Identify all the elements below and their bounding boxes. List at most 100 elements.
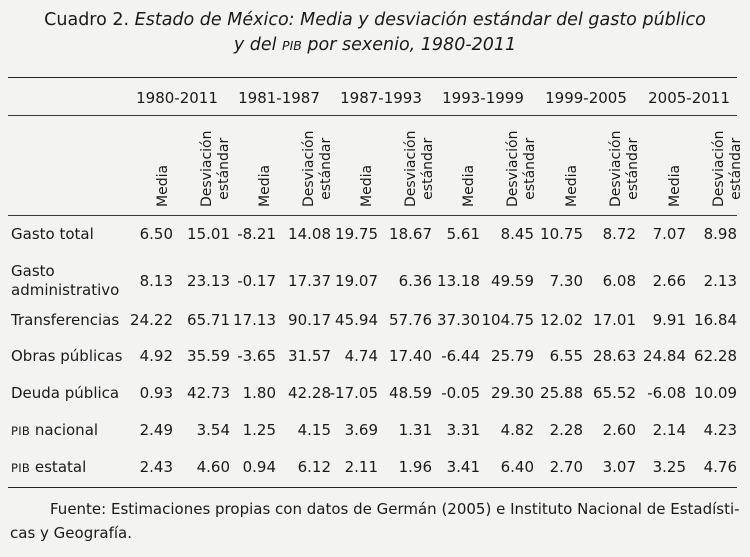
table-cell: 6.36 <box>398 272 432 290</box>
media-header-line: Media <box>257 164 273 207</box>
table-cell: 3.25 <box>652 458 686 476</box>
table-cell: -3.65 <box>237 347 276 365</box>
table-cell: 31.57 <box>288 347 331 365</box>
period-header: 1981-1987 <box>238 89 320 107</box>
table-cell: 5.61 <box>446 225 480 243</box>
table-cell: 8.98 <box>703 225 737 243</box>
table-cell: 104.75 <box>481 311 535 329</box>
title-italic-1: Estado de México: Media y desviación est… <box>134 10 706 30</box>
title-prefix: Cuadro 2. <box>44 10 130 30</box>
title-line2-b: por sexenio, 1980-2011 <box>301 35 517 55</box>
table-cell: 19.07 <box>335 272 378 290</box>
media-header-text: Media <box>667 165 684 207</box>
table-cell: 9.91 <box>652 311 686 329</box>
row-label-rest: estatal <box>30 458 87 476</box>
table-cell: 62.28 <box>694 347 737 365</box>
table-cell: 65.71 <box>187 311 230 329</box>
table-cell: 4.15 <box>297 421 331 439</box>
media-header-text: Media <box>359 165 376 207</box>
media-header: Media <box>334 113 384 213</box>
table-cell: 57.76 <box>389 311 432 329</box>
table-cell: 2.60 <box>602 421 636 439</box>
table-cell: 37.30 <box>437 311 480 329</box>
table-cell: 45.94 <box>335 311 378 329</box>
stddev-header-line-1: Desviación <box>199 130 215 207</box>
table-cell: 25.88 <box>540 384 583 402</box>
media-header: Media <box>539 113 589 213</box>
title-line-1: Cuadro 2. Estado de México: Media y desv… <box>0 8 750 33</box>
row-label: Deuda pública <box>11 384 120 402</box>
table-cell: 65.52 <box>593 384 636 402</box>
table-cell: 24.84 <box>643 347 686 365</box>
bottom-rule <box>8 487 737 488</box>
table-cell: 0.93 <box>139 384 173 402</box>
table-cell: 17.40 <box>389 347 432 365</box>
media-header: Media <box>232 113 282 213</box>
row-label: Gasto total <box>11 225 94 243</box>
table-cell: 4.74 <box>344 347 378 365</box>
title-line2-sc: PIB <box>282 38 302 53</box>
table-cell: -17.05 <box>329 384 378 402</box>
table-cell: 4.60 <box>196 458 230 476</box>
media-header: Media <box>642 113 692 213</box>
table-cell: 4.76 <box>703 458 737 476</box>
period-header: 2005-2011 <box>648 89 730 107</box>
stddev-header-line-2: estándar <box>318 137 334 200</box>
table-cell: 4.82 <box>500 421 534 439</box>
table-cell: 6.12 <box>297 458 331 476</box>
stddev-header-line-1: Desviación <box>608 130 624 207</box>
stddev-header-line-2: estándar <box>625 137 641 200</box>
table-cell: 90.17 <box>288 311 331 329</box>
table-cell: 10.09 <box>694 384 737 402</box>
table-cell: 2.70 <box>549 458 583 476</box>
stddev-header-line-1: Desviación <box>505 130 521 207</box>
title-line-2: y del PIB por sexenio, 1980-2011 <box>0 33 750 58</box>
period-header: 1987-1993 <box>340 89 422 107</box>
table-cell: 23.13 <box>187 272 230 290</box>
table-cell: 49.59 <box>491 272 534 290</box>
table-cell: 13.18 <box>437 272 480 290</box>
table-cell: 12.02 <box>540 311 583 329</box>
media-header-line: Media <box>667 164 683 207</box>
table-cell: 8.13 <box>139 272 173 290</box>
stddev-header-text: Desviación estándar <box>301 131 335 207</box>
table-cell: -8.21 <box>237 225 276 243</box>
media-header-text: Media <box>564 165 581 207</box>
media-header-text: Media <box>461 165 478 207</box>
table-cell: 2.13 <box>703 272 737 290</box>
stddev-header: Desviación estándar <box>583 113 641 213</box>
table-cell: 24.22 <box>130 311 173 329</box>
table-cell: 29.30 <box>491 384 534 402</box>
table-cell: 17.13 <box>233 311 276 329</box>
table-cell: 3.54 <box>196 421 230 439</box>
table-cell: 19.75 <box>335 225 378 243</box>
table-cell: 15.01 <box>187 225 230 243</box>
stddev-header-text: Desviación estándar <box>711 131 745 207</box>
table-cell: 2.11 <box>344 458 378 476</box>
stddev-header: Desviación estándar <box>480 113 538 213</box>
row-label-line-2: administrativo <box>11 281 120 299</box>
row-label-line-1: Gasto <box>11 262 55 280</box>
table-cell: 4.23 <box>703 421 737 439</box>
table-cell: 1.80 <box>242 384 276 402</box>
table-cell: 17.37 <box>288 272 331 290</box>
top-rule <box>8 77 737 78</box>
table-cell: 0.94 <box>242 458 276 476</box>
stddev-header-line-2: estándar <box>522 137 538 200</box>
stddev-header-text: Desviación estándar <box>505 131 539 207</box>
table-cell: 6.55 <box>549 347 583 365</box>
table-cell: 3.69 <box>344 421 378 439</box>
stddev-header: Desviación estándar <box>378 113 436 213</box>
stddev-header-text: Desviación estándar <box>608 131 642 207</box>
stddev-header: Desviación estándar <box>174 113 232 213</box>
table-cell: 1.96 <box>398 458 432 476</box>
table-cell: 2.43 <box>139 458 173 476</box>
table-cell: 14.08 <box>288 225 331 243</box>
table-cell: 35.59 <box>187 347 230 365</box>
period-header: 1980-2011 <box>136 89 218 107</box>
stddev-header-line-1: Desviación <box>301 130 317 207</box>
row-label: PIB estatal <box>11 458 86 478</box>
stddev-header: Desviación estándar <box>276 113 334 213</box>
table-cell: 2.14 <box>652 421 686 439</box>
table-cell: -0.17 <box>237 272 276 290</box>
